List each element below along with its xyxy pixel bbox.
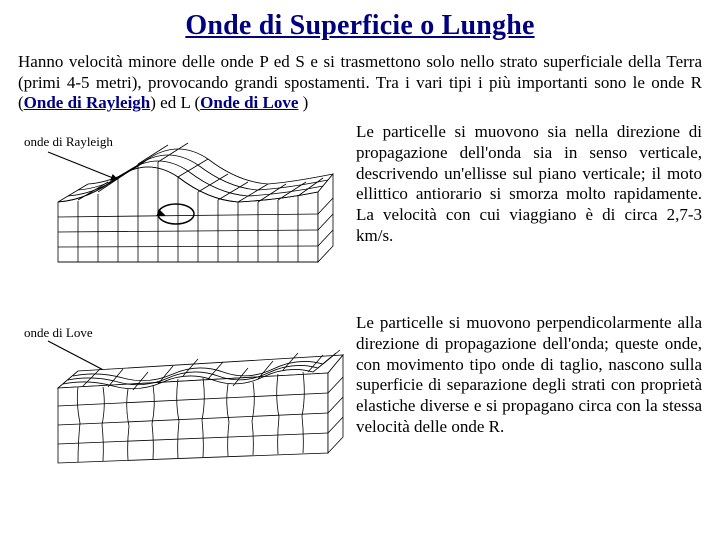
intro-paragraph: Hanno velocità minore delle onde P ed S … bbox=[18, 52, 702, 114]
description-rayleigh: Le particelle si muovono sia nella direz… bbox=[356, 122, 702, 307]
highlight-rayleigh: Onde di Rayleigh bbox=[24, 93, 151, 112]
slide-title: Onde di Superficie o Lunghe bbox=[18, 10, 702, 42]
intro-text-2: ) ed L ( bbox=[150, 93, 200, 112]
slide: Onde di Superficie o Lunghe Hanno veloci… bbox=[0, 0, 720, 540]
figure-rayleigh: onde di Rayleigh bbox=[18, 122, 348, 307]
highlight-love: Onde di Love bbox=[200, 93, 298, 112]
row-love: onde di Love bbox=[18, 313, 702, 498]
figure-love-label: onde di Love bbox=[24, 325, 93, 341]
intro-text-3: ) bbox=[298, 93, 308, 112]
figure-rayleigh-label: onde di Rayleigh bbox=[24, 134, 113, 150]
row-rayleigh: onde di Rayleigh bbox=[18, 122, 702, 307]
description-love: Le particelle si muovono perpendicolarme… bbox=[356, 313, 702, 498]
figure-love: onde di Love bbox=[18, 313, 348, 498]
